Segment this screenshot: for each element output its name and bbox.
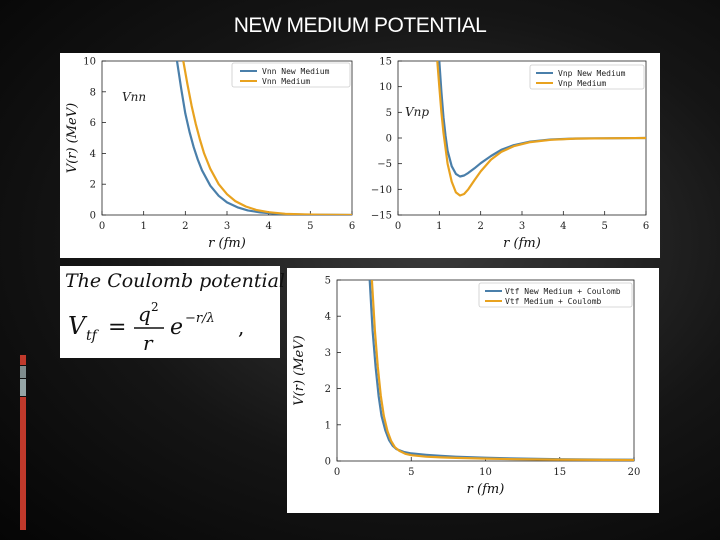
y-tick-label: 2 (90, 180, 96, 191)
series-line (370, 280, 634, 461)
x-tick-label: 5 (601, 221, 607, 232)
x-tick-label: 2 (182, 221, 188, 232)
formula-lhs: V (68, 312, 88, 340)
y-axis-label: V(r) (MeV) (292, 335, 307, 405)
formula-numerator-sup: 2 (151, 300, 159, 314)
x-tick-label: 1 (436, 221, 442, 232)
accent-bar-segment (20, 366, 26, 378)
x-tick-label: 4 (560, 221, 566, 232)
legend-box (478, 282, 633, 308)
formula-heading: The Coulomb potential (65, 270, 285, 292)
series-line (436, 61, 646, 197)
legend-entry: Vnp Medium (558, 79, 606, 88)
x-tick-label: 5 (307, 221, 313, 232)
legend-entry: Vtf Medium + Coulomb (505, 297, 602, 306)
formula-exp-base: e (170, 315, 183, 340)
x-tick-label: 0 (334, 467, 340, 478)
formula-equals: = (108, 315, 126, 340)
y-tick-label: 6 (90, 118, 96, 129)
y-tick-label: 8 (90, 87, 96, 98)
chart-panel-vnn: 0 1 2 3 4 5 6 0 2 4 6 8 10 r (fm) V(r) (MeV) Vnn Vnn New… (60, 53, 380, 258)
y-tick-label: 1 (325, 420, 331, 431)
legend-entry: Vnn New Medium (262, 67, 330, 76)
vtf-chart: 0 5 10 15 20 0 1 2 3 4 5 r (fm) V(r) (MeV) Vtf New Me… (292, 276, 641, 498)
x-axis-label: r (fm) (467, 482, 505, 497)
formula-lhs-sub: tf (86, 328, 100, 344)
x-axis-label: r (fm) (208, 236, 246, 251)
coulomb-formula-box: The Coulomb potential V tf = q 2 r e −r/… (60, 266, 285, 358)
formula-exponent: −r/λ (185, 311, 215, 326)
y-tick-label: −15 (371, 211, 392, 222)
y-tick-label: 3 (325, 348, 331, 359)
chart-panel-vnp: 0 1 2 3 4 5 6 −15 −10 −5 0 5 10 15 r (fm) Vnp Vnp New Me… (360, 53, 660, 258)
y-tick-label: 5 (386, 108, 392, 119)
y-tick-label: 10 (379, 82, 392, 93)
x-tick-label: 10 (479, 467, 492, 478)
x-tick-label: 15 (553, 467, 566, 478)
y-tick-label: −5 (377, 159, 392, 170)
accent-bar-segment (20, 355, 26, 365)
x-tick-label: 0 (395, 221, 401, 232)
x-axis-label: r (fm) (503, 236, 541, 251)
legend-box (231, 62, 351, 88)
legend-box (529, 64, 645, 90)
x-tick-label: 2 (477, 221, 483, 232)
formula-equation: V tf = q 2 r e −r/λ , (68, 300, 244, 355)
slide-title: NEW MEDIUM POTENTIAL (233, 14, 487, 37)
legend-entry: Vnn Medium (262, 77, 310, 86)
x-tick-label: 0 (99, 221, 105, 232)
y-tick-label: 0 (90, 211, 96, 222)
y-axis-label: V(r) (MeV) (65, 103, 80, 173)
x-tick-label: 4 (265, 221, 271, 232)
formula-denominator: r (143, 331, 154, 355)
y-tick-label: 2 (325, 384, 331, 395)
vnp-chart: 0 1 2 3 4 5 6 −15 −10 −5 0 5 10 15 r (fm) Vnp Vnp New Me… (371, 57, 649, 252)
y-tick-label: 0 (386, 134, 392, 145)
chart-annotation: Vnp (405, 105, 429, 119)
y-tick-label: 4 (90, 149, 96, 160)
formula-numerator: q (138, 302, 151, 326)
x-tick-label: 5 (408, 467, 414, 478)
x-tick-label: 3 (519, 221, 525, 232)
y-tick-label: 4 (325, 312, 331, 323)
accent-bar-segment (20, 379, 26, 396)
x-tick-label: 6 (643, 221, 649, 232)
x-tick-label: 6 (349, 221, 355, 232)
x-tick-label: 1 (140, 221, 146, 232)
vnn-chart: 0 1 2 3 4 5 6 0 2 4 6 8 10 r (fm) V(r) (MeV) Vnn Vnn New… (65, 57, 355, 252)
y-tick-label: 10 (83, 57, 96, 68)
legend-entry: Vnp New Medium (558, 69, 626, 78)
chart-panel-vtf: 0 5 10 15 20 0 1 2 3 4 5 r (fm) V(r) (MeV) Vtf New Me… (287, 268, 659, 513)
series-line (182, 61, 352, 215)
y-tick-label: −10 (371, 185, 392, 196)
legend-entry: Vtf New Medium + Coulomb (505, 287, 621, 296)
x-tick-label: 20 (628, 467, 641, 478)
x-tick-label: 3 (224, 221, 230, 232)
chart-annotation: Vnn (122, 90, 146, 104)
formula-trailing: , (238, 315, 244, 339)
y-tick-label: 0 (325, 457, 331, 468)
accent-bar-segment (20, 397, 26, 530)
y-tick-label: 15 (379, 57, 392, 68)
y-tick-label: 5 (325, 276, 331, 287)
